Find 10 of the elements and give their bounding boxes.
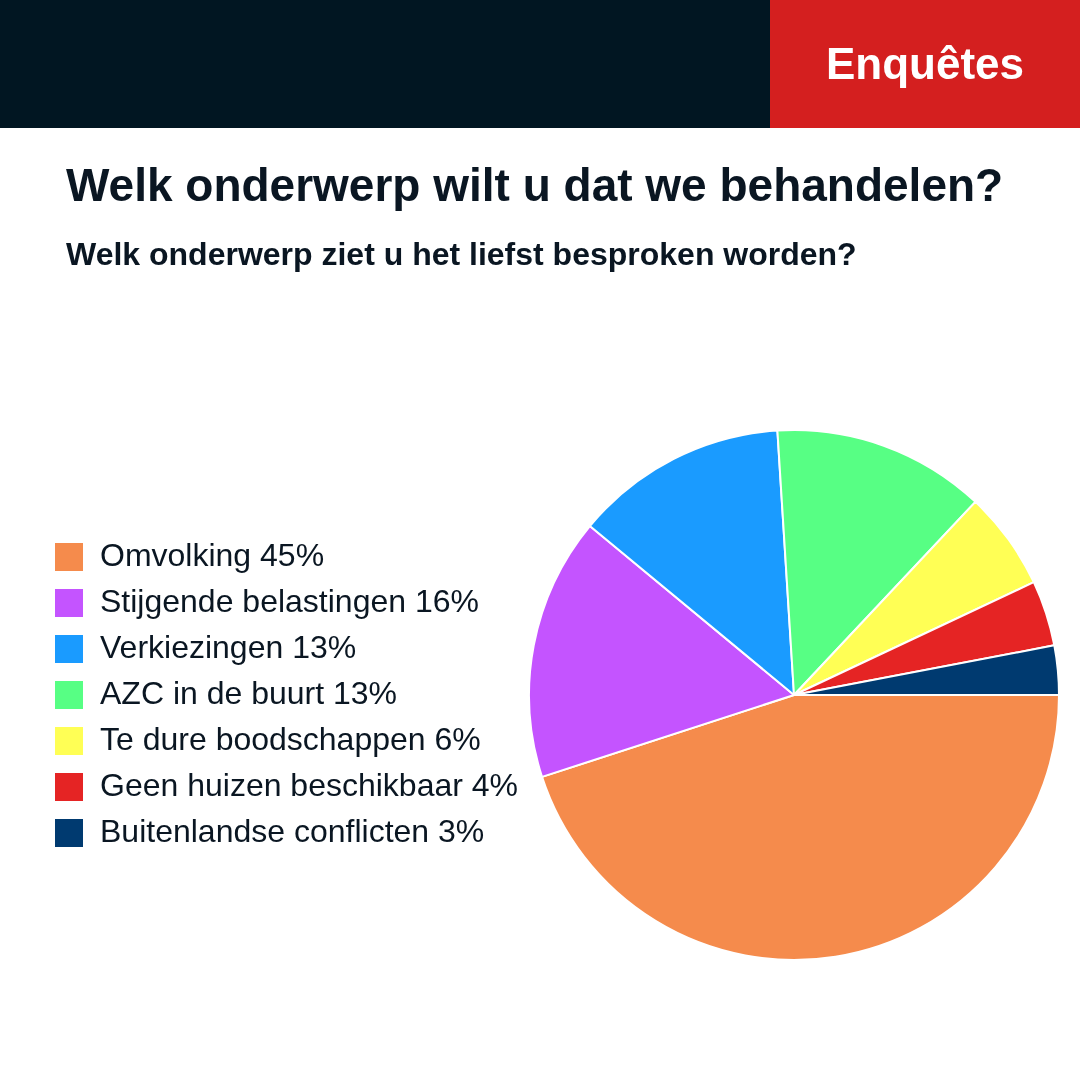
legend-label: Stijgende belastingen 16%: [100, 582, 479, 619]
legend-label: Geen huizen beschikbaar 4%: [100, 766, 519, 803]
legend-label: Omvolking 45%: [100, 536, 325, 573]
text: Enquêtes: [770, 0, 1080, 128]
legend-label: AZC in de buurt 13%: [100, 674, 398, 711]
legend-label: Buitenlandse conflicten 3%: [100, 812, 485, 849]
chart-subtitle: Welk onderwerp ziet u het liefst besproken worden?: [66, 236, 858, 273]
chart-title: Welk onderwerp wilt u dat we behandelen?: [66, 158, 1005, 212]
legend-label: Verkiezingen 13%: [100, 628, 357, 665]
legend-label: Te dure boodschappen 6%: [100, 720, 481, 757]
